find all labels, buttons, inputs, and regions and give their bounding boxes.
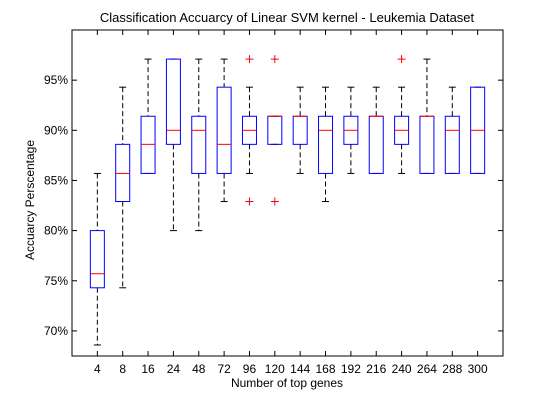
x-axis-label: Number of top genes (231, 376, 343, 390)
x-tick-label: 72 (217, 362, 231, 376)
box-16 (140, 58, 156, 174)
y-tick-label: 70% (44, 324, 68, 338)
outlier-marker (245, 197, 254, 206)
iqr-box (191, 115, 207, 174)
box-24 (165, 58, 181, 232)
x-tick-label: 288 (442, 362, 462, 376)
chart-marks: 70%75%80%85%90%95%4 8 16 24 48 72 96 120 144 168 1… (44, 30, 503, 376)
x-tick-label: 48 (192, 362, 206, 376)
iqr-box (216, 86, 232, 174)
box-72 (216, 58, 232, 203)
outlier-marker (270, 55, 279, 64)
y-tick-label: 95% (44, 73, 68, 87)
x-tick-label: 192 (341, 362, 361, 376)
box-288 (444, 86, 460, 174)
x-tick-label: 168 (316, 362, 336, 376)
iqr-box (292, 115, 308, 145)
chart-title: Classification Accuarcy of Linear SVM ke… (100, 10, 475, 25)
iqr-box (419, 115, 435, 174)
box-240 (394, 55, 410, 174)
box-168 (318, 86, 334, 203)
x-tick-label: 240 (392, 362, 412, 376)
x-tick-label: 96 (243, 362, 257, 376)
y-tick-label: 80% (44, 224, 68, 238)
x-tick-label: 216 (366, 362, 386, 376)
y-axis-label: Accuarcy Perscentage (23, 140, 37, 260)
box-216 (368, 86, 384, 174)
x-tick-label: 4 (94, 362, 101, 376)
iqr-box (318, 115, 334, 174)
box-264 (419, 58, 435, 174)
y-tick-label: 75% (44, 274, 68, 288)
x-tick-label: 264 (417, 362, 437, 376)
box-120 (267, 55, 283, 206)
box-48 (191, 58, 207, 232)
iqr-box (165, 58, 181, 145)
y-tick-label: 85% (44, 173, 68, 187)
box-300 (470, 86, 486, 174)
iqr-box (89, 230, 105, 289)
box-192 (343, 86, 359, 174)
x-tick-label: 144 (290, 362, 310, 376)
outlier-marker (270, 197, 279, 206)
x-tick-label: 16 (141, 362, 155, 376)
box-96 (241, 55, 257, 206)
x-tick-label: 120 (265, 362, 285, 376)
box-4 (89, 172, 105, 346)
outlier-marker (397, 55, 406, 64)
plot-area-frame (71, 29, 504, 357)
x-tick-label: 300 (468, 362, 488, 376)
box-144 (292, 86, 308, 174)
x-tick-label: 24 (167, 362, 181, 376)
iqr-box (368, 115, 384, 174)
x-tick-label: 8 (119, 362, 126, 376)
iqr-box (140, 115, 156, 174)
y-tick-label: 90% (44, 123, 68, 137)
iqr-box (444, 115, 460, 174)
iqr-box (267, 115, 283, 145)
iqr-box (115, 143, 131, 203)
outlier-marker (245, 55, 254, 64)
box-8 (115, 86, 131, 289)
